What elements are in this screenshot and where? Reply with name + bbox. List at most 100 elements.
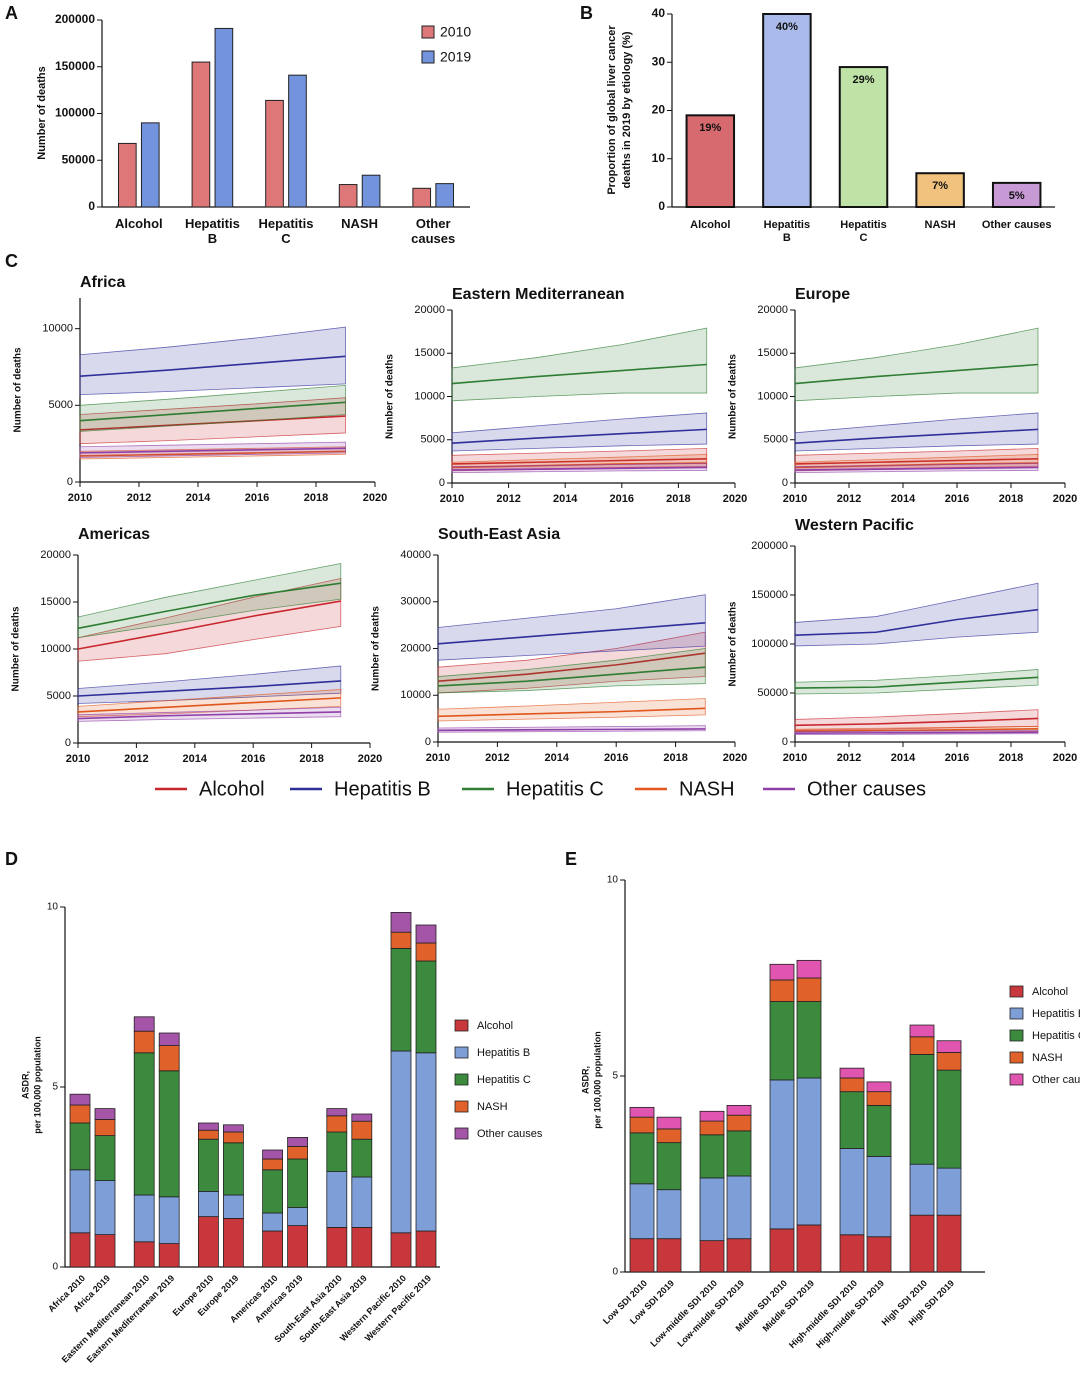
bar-segment <box>326 1171 348 1228</box>
bar-segment <box>287 1225 309 1268</box>
confidence-band <box>79 326 346 396</box>
series-line <box>77 680 341 697</box>
bar-segment <box>415 942 437 962</box>
x-tick-label: High SDI 2010 <box>880 1278 930 1328</box>
bar-segment <box>222 1142 244 1196</box>
series-line <box>794 608 1039 636</box>
x-tick-label: 2014 <box>545 752 570 764</box>
bar-segment <box>287 1207 309 1226</box>
x-tick-label: 2012 <box>485 752 509 764</box>
x-tick-label: 2014 <box>186 492 211 504</box>
x-tick-label: Hepatitis C <box>840 219 886 244</box>
bar-segment <box>351 1113 373 1122</box>
value-label: 29% <box>852 74 874 86</box>
confidence-band <box>79 397 346 445</box>
legend-label: Alcohol <box>199 778 265 800</box>
bar-segment <box>909 1163 935 1216</box>
bar-segment <box>94 1108 116 1120</box>
x-tick-label: 2018 <box>663 752 687 764</box>
bar-segment <box>262 1158 284 1171</box>
x-tick-label: NASH <box>341 216 378 231</box>
series-line <box>794 676 1039 689</box>
bar <box>214 27 234 208</box>
bar-segment <box>287 1158 309 1208</box>
legend-label: Hepatitis C <box>1032 1030 1080 1042</box>
bar-segment <box>909 1054 935 1165</box>
x-tick-label: Other causes <box>982 219 1052 231</box>
x-tick-label: 2020 <box>723 493 747 505</box>
bar-segment <box>326 1131 348 1172</box>
label-line: C <box>860 232 868 244</box>
bar-segment <box>351 1227 373 1268</box>
label-line: Other <box>416 216 451 231</box>
bar-segment <box>222 1194 244 1219</box>
bar-segment <box>699 1240 725 1273</box>
confidence-band <box>451 327 708 402</box>
value-label: 5% <box>1009 190 1025 202</box>
x-tick-label: 2010 <box>783 493 807 505</box>
series-line <box>437 621 706 645</box>
bar-segment <box>262 1230 284 1268</box>
x-tick-label: 2014 <box>183 753 208 765</box>
x-tick-label: 2014 <box>553 493 578 505</box>
x-tick-label: NASH <box>925 219 956 231</box>
y-tick-label: 10000 <box>414 390 445 402</box>
bar <box>288 74 307 208</box>
legend-swatch <box>454 1127 469 1140</box>
legend-swatch <box>454 1046 469 1059</box>
bar-segment <box>839 1091 865 1149</box>
bar-segment <box>94 1234 116 1268</box>
bar-segment <box>94 1135 116 1181</box>
bar-segment <box>726 1175 752 1240</box>
series-line <box>451 457 707 465</box>
confidence-band <box>794 582 1039 647</box>
bar-segment <box>158 1032 180 1046</box>
label-line: B <box>208 231 217 246</box>
bar-segment <box>699 1134 725 1179</box>
series-line <box>79 450 346 457</box>
bar-segment <box>769 1001 795 1081</box>
series-line <box>794 727 1039 733</box>
bar-segment <box>390 912 412 933</box>
series-line <box>451 428 707 445</box>
y-tick-label: 15000 <box>40 596 71 608</box>
x-tick-label: 2020 <box>363 492 387 504</box>
y-axis-label: Number of deaths <box>385 354 396 439</box>
legend-label: NASH <box>1032 1052 1063 1064</box>
label-line: C <box>281 231 291 246</box>
panel-title: Eastern Mediterranean <box>452 286 625 303</box>
bar <box>762 13 812 208</box>
x-tick-label: Alcohol <box>115 216 163 231</box>
bar-segment <box>629 1106 655 1118</box>
bar-segment <box>351 1176 373 1228</box>
y-tick-label: 30000 <box>400 596 431 608</box>
legend-swatch <box>454 1073 469 1086</box>
y-tick-label: 20 <box>652 103 666 117</box>
x-tick-label: 2010 <box>68 492 92 504</box>
series-line <box>794 363 1039 385</box>
y-tick-label: 0 <box>782 736 788 748</box>
x-tick-label: 2018 <box>666 493 690 505</box>
y-axis-label: Number of deaths <box>728 601 739 686</box>
bar-segment <box>287 1146 309 1160</box>
bar-segment <box>656 1116 682 1130</box>
bar-segment <box>262 1149 284 1160</box>
series-line <box>451 363 707 385</box>
x-tick-label: 2016 <box>245 492 269 504</box>
bar-segment <box>197 1129 219 1140</box>
label-line: Hepatitis <box>764 219 810 231</box>
bar-segment <box>158 1070 180 1198</box>
bar-segment <box>326 1108 348 1117</box>
bar-segment <box>415 924 437 944</box>
x-tick-label: 2018 <box>304 492 328 504</box>
legend-label: Other causes <box>807 778 926 800</box>
legend-swatch <box>454 1019 469 1032</box>
confidence-band <box>794 412 1039 452</box>
bar-segment <box>390 1232 412 1268</box>
y-tick-label: 10000 <box>400 689 431 701</box>
bar-segment <box>839 1148 865 1236</box>
bar-segment <box>936 1040 962 1053</box>
legend-swatch <box>421 25 435 39</box>
x-tick-label: 2010 <box>783 752 807 764</box>
confidence-band <box>77 688 342 718</box>
